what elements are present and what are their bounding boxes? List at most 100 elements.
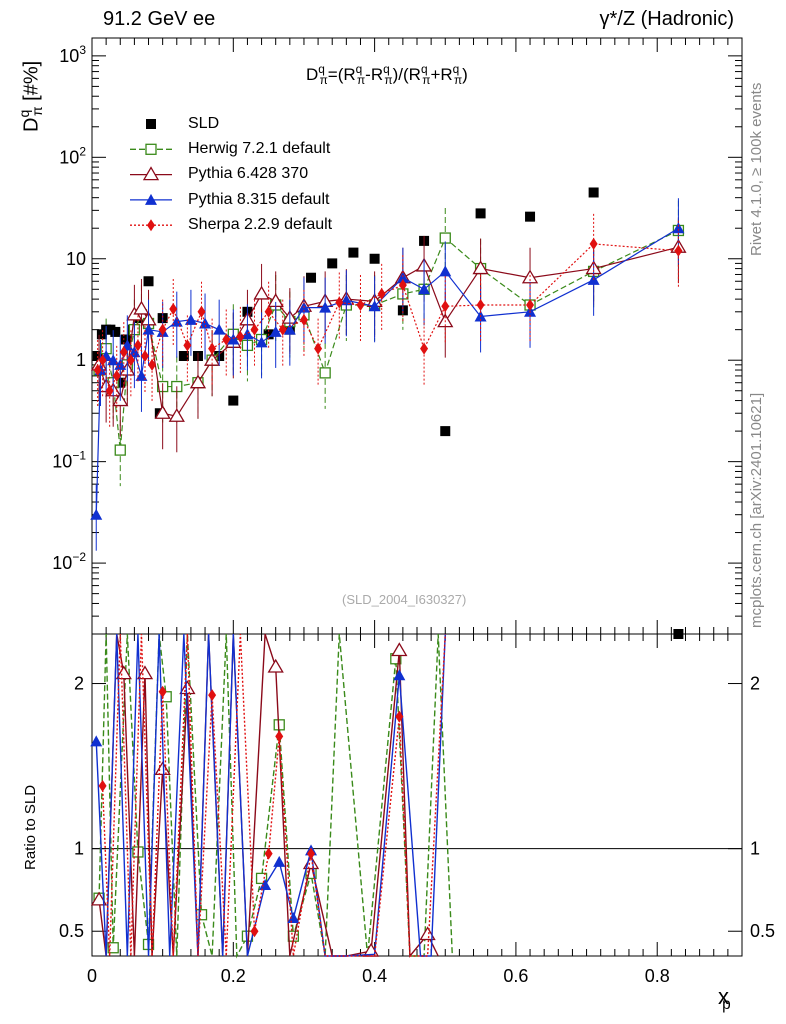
header-energy: 91.2 GeV ee [103,8,216,30]
data-point [168,407,185,422]
ratio-point [393,669,406,681]
ratio-point [179,680,196,695]
data-point [674,244,683,257]
ratio-series-layer [90,633,454,959]
label-part: π [29,106,46,117]
ratio-y-tick-label: 2 [74,674,84,694]
data-point [306,272,317,283]
label-part: +R [430,65,453,85]
ratio-y-tick-label: 1 [74,839,84,859]
data-point [327,258,338,269]
label-part: )/(R [392,65,421,85]
y-tick-label: 10−2 [52,550,86,573]
label-part: [#%] [20,60,43,107]
label-part: D [306,65,319,85]
data-point [253,285,270,300]
y-tick-label: 102 [59,144,86,167]
y-tick-label: 10−1 [52,449,86,472]
data-point [368,300,381,312]
data-point [475,208,486,219]
data-point [142,323,155,335]
legend-markers [130,119,172,232]
label-part: -R [365,65,384,85]
data-point [92,351,103,362]
data-point [184,313,197,325]
ratio-point [208,689,217,702]
ratio-series-line [98,633,454,959]
data-point [128,346,141,358]
data-point [369,253,380,264]
data-point [189,374,207,389]
ratio-point [287,912,300,924]
ratio-point [307,847,316,860]
y-tick-label: 10 [66,249,86,269]
data-point [90,508,103,520]
label-part: =(R [327,65,356,85]
data-point [278,323,287,336]
data-point [154,404,171,419]
mcplots-label: mcplots.cern.ch [arXiv:2401.10621] [748,392,765,628]
data-point [133,339,142,352]
data-point [269,325,282,337]
label-part: π [319,73,328,88]
data-point [439,265,452,277]
data-point [183,339,192,352]
ratio-point [255,872,268,885]
x-tick-label: 0.4 [362,966,387,986]
data-point [222,333,231,346]
data-point [126,354,135,367]
data-point [398,279,407,292]
ratio-point [391,642,408,657]
legend-label-sherpa: Sherpa 2.2.9 default [188,216,333,233]
ratio-y-tick-label: 0.5 [59,921,84,941]
legend-marker [146,119,156,129]
data-point [250,323,259,336]
data-point [93,364,102,377]
legend-marker [145,193,157,205]
data-point [227,333,240,345]
data-point [143,276,154,287]
ratio-y-tick-label: 1 [750,839,760,859]
data-point [158,323,167,336]
label-part: ) [462,65,468,85]
data-point [255,336,268,348]
data-point [588,187,599,198]
data-point [472,260,489,275]
data-point [299,313,308,326]
ratio-point [158,685,167,698]
x-tick-label: 0.6 [503,966,528,986]
data-point [319,301,332,313]
data-point [396,271,409,283]
legend-marker [147,219,155,232]
legend-marker [142,166,160,181]
data-point [105,384,114,397]
data-point [213,323,226,335]
data-point [672,222,685,234]
label-part: q [318,62,325,76]
data-point [112,369,121,382]
ratio-point [136,665,154,680]
data-point [114,444,126,456]
data-point [476,299,485,312]
data-point [140,350,149,363]
ratio-point [195,909,208,921]
y-tick-label: 1 [76,350,86,370]
ratio-y-tick-label: 0.5 [750,921,775,941]
data-point [135,369,148,381]
data-point [335,296,344,309]
ratio-point [395,710,404,723]
data-point [208,342,217,355]
data-point [283,323,296,335]
ratio-point [107,942,119,954]
data-point [441,300,450,313]
label-part: π [384,73,393,88]
data-point [589,237,598,250]
data-point [377,287,386,300]
x-tick-label: 0.2 [221,966,246,986]
ratio-series-line [101,633,446,957]
data-point [526,299,535,312]
data-point [418,283,431,295]
label-part: π [356,73,366,88]
main-series-layer [90,187,687,639]
legend-marker [145,143,157,155]
